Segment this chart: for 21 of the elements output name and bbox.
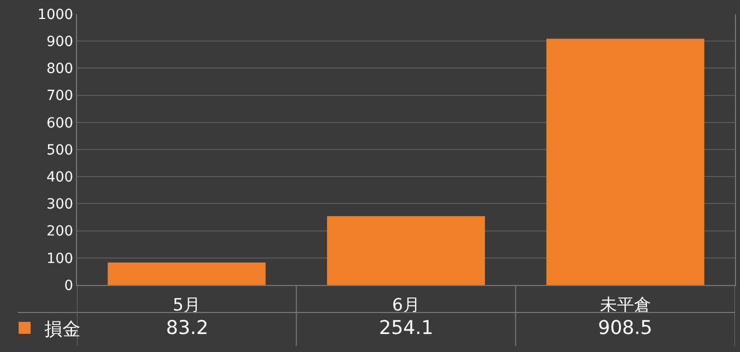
x-tick-label: 5月 — [172, 295, 201, 316]
y-tick-label: 600 — [46, 115, 74, 132]
x-tick-label: 6月 — [392, 295, 420, 316]
y-tick-label: 700 — [46, 88, 74, 104]
data-label: 254.1 — [379, 317, 434, 339]
y-tick-label: 900 — [46, 34, 74, 50]
y-tick-label: 400 — [46, 170, 74, 186]
y-tick-label: 300 — [46, 196, 74, 213]
y-tick-label: 1000 — [38, 6, 74, 23]
y-tick-label: 0 — [64, 278, 74, 294]
bar — [327, 216, 485, 285]
bar — [546, 38, 704, 285]
x-tick-label: 未平倉 — [600, 295, 651, 316]
bar — [108, 262, 266, 285]
legend-label: 損金 — [44, 318, 81, 340]
data-label: 908.5 — [598, 317, 652, 339]
y-tick-label: 200 — [46, 224, 74, 240]
data-label: 83.2 — [166, 317, 208, 339]
y-tick-label: 800 — [46, 61, 74, 78]
y-tick-label: 500 — [46, 142, 74, 158]
y-tick-label: 100 — [46, 250, 74, 267]
